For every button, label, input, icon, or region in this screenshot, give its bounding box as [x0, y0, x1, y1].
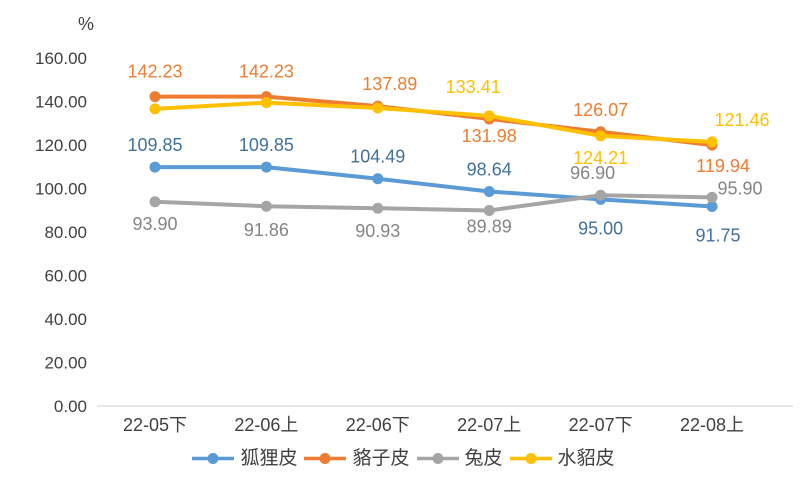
data-point-label: 109.85	[239, 135, 294, 155]
data-point-marker	[483, 204, 495, 216]
data-point-marker	[483, 110, 495, 122]
legend-label: 水貂皮	[557, 448, 615, 469]
data-point-marker	[483, 185, 495, 197]
legend-label: 兔皮	[464, 448, 503, 469]
data-point-label: 137.89	[362, 74, 417, 94]
y-axis-tick-label: 140.00	[35, 93, 87, 112]
x-axis-tick-label: 22-07上	[457, 415, 521, 435]
y-axis-tick-label: 40.00	[44, 310, 87, 329]
y-axis-tick-label: 80.00	[44, 223, 87, 242]
data-point-label: 131.98	[462, 126, 517, 146]
series-line-3	[153, 193, 714, 213]
legend-marker-icon	[416, 453, 459, 464]
data-point-label: 95.00	[578, 218, 623, 238]
y-axis-tick-label: 120.00	[35, 136, 87, 155]
data-point-label: 119.94	[696, 156, 750, 176]
y-axis-tick-label: 100.00	[35, 180, 87, 199]
x-axis-tick-label: 22-06下	[346, 415, 410, 435]
legend-marker-icon	[192, 453, 235, 464]
data-point-label: 95.90	[717, 178, 762, 198]
legend-marker-icon	[509, 453, 552, 464]
y-axis-tick-label: 60.00	[44, 267, 87, 286]
data-point-label: 91.75	[695, 225, 740, 245]
data-point-label: 89.89	[467, 216, 512, 236]
data-point-label: 124.21	[573, 148, 628, 168]
legend-item[interactable]: 貉子皮	[303, 448, 410, 469]
legend-item[interactable]: 狐狸皮	[191, 449, 297, 468]
legend-item[interactable]: 水貂皮	[509, 449, 615, 468]
legend-label: 狐狸皮	[240, 448, 298, 469]
data-point-marker	[149, 91, 161, 103]
data-point-marker	[260, 200, 272, 212]
series-line-4	[153, 100, 714, 144]
data-point-label: 121.46	[714, 110, 769, 130]
x-axis-tick-label: 22-07下	[569, 415, 633, 435]
data-point-marker	[149, 103, 161, 115]
data-point-label: 142.23	[127, 62, 182, 82]
data-point-marker	[372, 173, 384, 185]
y-axis-unit-label: %	[78, 14, 94, 34]
data-point-label: 93.90	[132, 214, 177, 234]
data-point-marker	[149, 161, 161, 173]
data-point-marker	[149, 196, 161, 208]
y-axis-tick-label: 160.00	[35, 49, 87, 68]
data-point-label: 109.85	[127, 135, 182, 155]
data-point-label: 104.49	[350, 147, 405, 167]
data-point-label: 142.23	[239, 62, 294, 82]
series-line-1	[153, 165, 714, 209]
data-point-marker	[260, 97, 272, 109]
x-axis-tick-label: 22-05下	[123, 415, 187, 435]
data-point-marker	[595, 130, 607, 142]
x-axis-tick-label: 22-06上	[234, 415, 298, 435]
data-point-marker	[706, 191, 718, 203]
data-point-label: 126.07	[573, 100, 628, 120]
legend-marker-icon	[304, 453, 347, 464]
data-point-label: 90.93	[355, 221, 400, 241]
data-point-label: 91.86	[244, 220, 289, 240]
chart-legend: 狐狸皮 貉子皮 兔皮 水貂皮	[0, 449, 806, 468]
data-point-marker	[706, 200, 718, 212]
x-axis-tick-label: 22-08上	[680, 415, 744, 435]
data-point-marker	[372, 102, 384, 114]
data-point-label: 98.64	[467, 159, 512, 179]
y-axis-tick-label: 0.00	[54, 397, 87, 416]
legend-item[interactable]: 兔皮	[416, 449, 503, 468]
data-point-marker	[706, 136, 718, 148]
data-point-label: 96.90	[570, 163, 615, 183]
legend-label: 貉子皮	[352, 448, 410, 469]
y-axis-tick-label: 20.00	[44, 354, 87, 373]
data-point-marker	[260, 161, 272, 173]
data-point-label: 133.41	[446, 77, 501, 97]
data-point-marker	[595, 189, 607, 201]
data-point-marker	[372, 202, 384, 214]
line-chart: % 0.00 20.00 40.00 60.00 80.00 100.00 120.00 140…	[35, 14, 793, 435]
